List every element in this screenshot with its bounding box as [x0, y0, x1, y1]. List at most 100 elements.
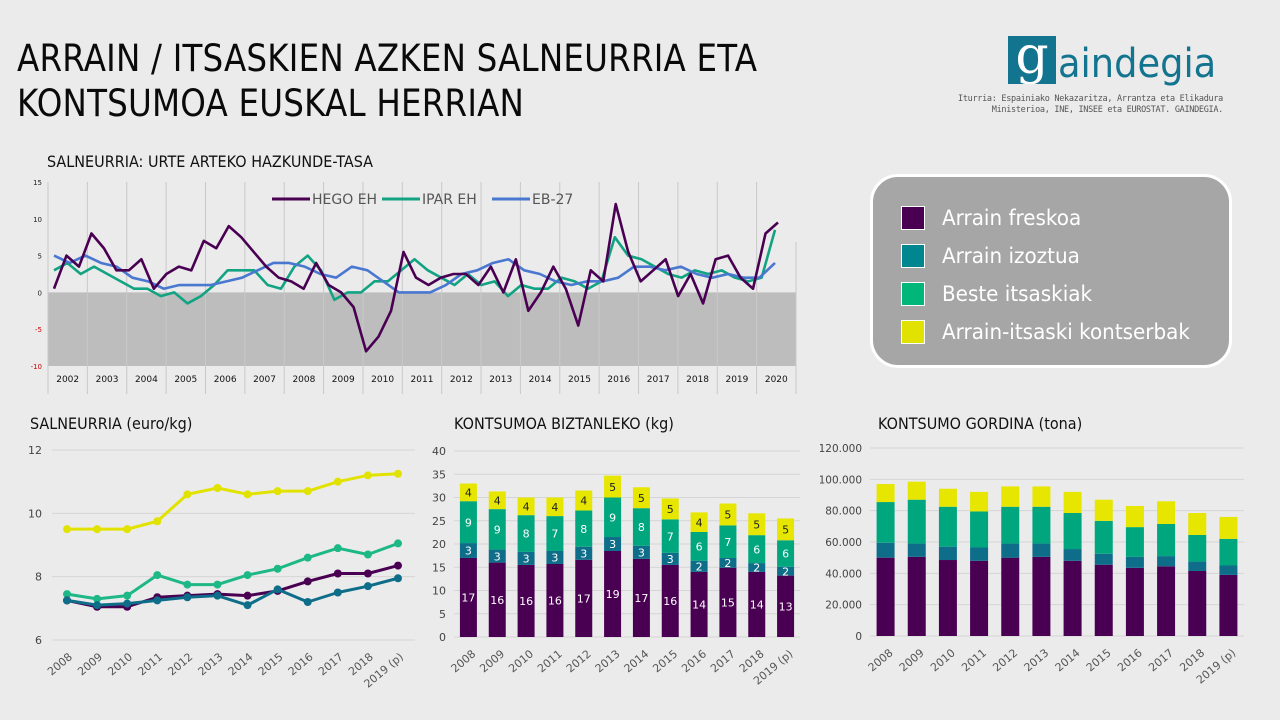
bar-arrain-izoztua-2012	[1001, 543, 1020, 558]
bar-arrain-izoztua-2010	[517, 551, 535, 565]
x-tick-label-2007: 2007	[253, 375, 276, 385]
data-point-beste-itsaskiak-2011	[153, 571, 162, 580]
bar-arrain-izoztua-2018	[1188, 561, 1207, 571]
legend-swatch-frozen	[901, 244, 925, 268]
bar-beste-itsaskiak-2014	[1063, 513, 1082, 550]
bar-beste-itsaskiak-2013	[604, 497, 622, 538]
bar-arrain-izoztua-2009	[488, 549, 506, 563]
bar-arrain-izoztua-2015	[1094, 553, 1113, 565]
data-point-arrain-itsaski-kontserbak-2014	[243, 490, 252, 499]
bar-label-beste-itsaskiak-2017: 7	[724, 536, 731, 549]
y-tick-label-10: 10	[28, 507, 42, 520]
bar-label-arrain-freskoa-2014: 17	[634, 592, 648, 605]
x-tick-label-2017: 2017	[647, 375, 670, 385]
price-chart-title: SALNEURRIA (euro/kg)	[30, 414, 193, 433]
data-point-arrain-freskoa-2018	[363, 569, 372, 578]
bar-arrain-izoztua-2014	[1063, 549, 1082, 561]
legend-label-other: Beste itsaskiak	[942, 282, 1093, 306]
bar-label-arrain-izoztua-2014: 3	[638, 547, 645, 560]
x-tick-label-2009: 2009	[477, 647, 507, 675]
data-point-arrain-itsaski-kontserbak-2010	[123, 525, 132, 534]
x-tick-label-2008: 2008	[45, 650, 75, 678]
bar-beste-itsaskiak-2009	[488, 509, 506, 550]
x-tick-label-2011: 2011	[959, 646, 989, 674]
x-tick-label-2009: 2009	[75, 650, 105, 678]
y-tick-label-10: 10	[33, 216, 42, 224]
bar-label-arrain-freskoa-2018: 14	[750, 599, 764, 612]
bar-beste-itsaskiak-2015	[1094, 520, 1113, 554]
y-tick-label-6: 6	[35, 634, 42, 647]
x-tick-label-2014: 2014	[1053, 646, 1083, 674]
y-tick-label-25: 25	[432, 515, 446, 528]
bar-label-arrain-freskoa-2016: 14	[692, 599, 706, 612]
bar-arrain-izoztua-2012	[575, 546, 593, 560]
bar-label-arrain-izoztua-2015: 3	[667, 553, 674, 566]
category-legend: Arrain freskoa Arrain izoztua Beste itsa…	[870, 174, 1232, 368]
bar-beste-itsaskiak-2016	[1125, 527, 1144, 557]
x-tick-label-2012: 2012	[990, 646, 1020, 674]
x-tick-label-2017: 2017	[316, 650, 346, 678]
bar-beste-itsaskiak-2016	[690, 531, 708, 561]
data-point-arrain-itsaski-kontserbak-2018	[363, 471, 372, 480]
y-tick-label-100-000: 100.000	[820, 474, 862, 486]
bar-arrain-izoztua-2011	[546, 550, 564, 564]
data-point-arrain-izoztua-2011	[153, 596, 162, 605]
x-tick-label-2016: 2016	[1115, 646, 1145, 674]
bar-label-arrain-freskoa-2015: 16	[663, 595, 677, 608]
y-tick-label-40: 40	[432, 445, 446, 458]
data-point-beste-itsaskiak-2012	[183, 580, 192, 589]
bar-label-arrain-freskoa-2009: 16	[490, 594, 504, 607]
data-point-arrain-itsaski-kontserbak-2017	[333, 477, 342, 486]
x-tick-label-2010: 2010	[371, 375, 394, 385]
x-tick-label-2010: 2010	[105, 650, 135, 678]
bar-arrain-itsaski-kontserbak-2018	[1188, 513, 1207, 535]
y-tick-label-120-000: 120.000	[820, 443, 862, 455]
bar-arrain-freskoa-2016	[690, 571, 708, 637]
bar-label-beste-itsaskiak-2016: 6	[696, 541, 703, 554]
y-tick-label-30: 30	[432, 492, 446, 505]
bar-label-arrain-itsaski-kontserbak-2012: 4	[580, 495, 587, 508]
bar-arrain-freskoa-2008	[876, 557, 895, 636]
data-point-beste-itsaskiak-2018	[363, 550, 372, 559]
page-title-line1: ARRAIN / ITSASKIEN AZKEN SALNEURRIA ETA	[17, 37, 758, 80]
bar-arrain-itsaski-kontserbak-2008	[459, 483, 477, 502]
bar-arrain-itsaski-kontserbak-2019-p	[777, 518, 795, 541]
bar-label-arrain-freskoa-2019-p: 13	[779, 600, 793, 613]
bar-beste-itsaskiak-2019-p	[777, 540, 795, 567]
data-point-beste-itsaskiak-2016	[303, 553, 312, 562]
bar-beste-itsaskiak-2012	[1001, 506, 1020, 544]
y-tick-label-35: 35	[432, 468, 446, 481]
bar-arrain-itsaski-kontserbak-2019-p	[1219, 516, 1238, 539]
y-tick-label-15: 15	[432, 561, 446, 574]
legend-swatch-fresh	[901, 206, 925, 230]
bar-label-arrain-izoztua-2009: 3	[494, 550, 501, 563]
bar-arrain-freskoa-2019-p	[1219, 574, 1238, 636]
bar-arrain-freskoa-2013	[1032, 556, 1051, 636]
bar-arrain-itsaski-kontserbak-2012	[1001, 486, 1020, 507]
bar-beste-itsaskiak-2008	[459, 501, 477, 544]
bar-beste-itsaskiak-2014	[632, 508, 650, 546]
bar-arrain-izoztua-2019-p	[1219, 565, 1238, 575]
bar-arrain-izoztua-2009	[907, 543, 926, 557]
bar-arrain-itsaski-kontserbak-2008	[876, 484, 895, 503]
legend-item-canned: Arrain-itsaski kontserbak	[901, 313, 1229, 351]
data-point-beste-itsaskiak-2008	[63, 590, 71, 599]
series-line-arrain-itsaski-kontserbak	[67, 472, 399, 531]
bar-arrain-itsaski-kontserbak-2015	[1094, 499, 1113, 521]
data-point-arrain-izoztua-2014	[243, 601, 252, 610]
bar-label-arrain-itsaski-kontserbak-2019-p: 5	[782, 524, 789, 537]
y-tick-label-0: 0	[38, 289, 42, 297]
bar-label-arrain-izoztua-2017: 2	[724, 557, 731, 570]
bar-beste-itsaskiak-2018	[748, 535, 766, 564]
bar-arrain-freskoa-2015	[1094, 564, 1113, 636]
bar-arrain-itsaski-kontserbak-2011	[970, 491, 989, 512]
bar-arrain-itsaski-kontserbak-2017	[719, 503, 737, 526]
x-tick-label-2009: 2009	[897, 646, 927, 674]
bar-arrain-izoztua-2013	[604, 537, 622, 551]
bar-arrain-freskoa-2012	[1001, 557, 1020, 636]
x-tick-label-2017: 2017	[708, 647, 738, 675]
x-tick-label-2008: 2008	[866, 646, 896, 674]
bar-label-arrain-freskoa-2010: 16	[519, 595, 533, 608]
bar-label-arrain-itsaski-kontserbak-2016: 4	[696, 516, 703, 529]
data-point-arrain-freskoa-2014	[243, 591, 252, 600]
